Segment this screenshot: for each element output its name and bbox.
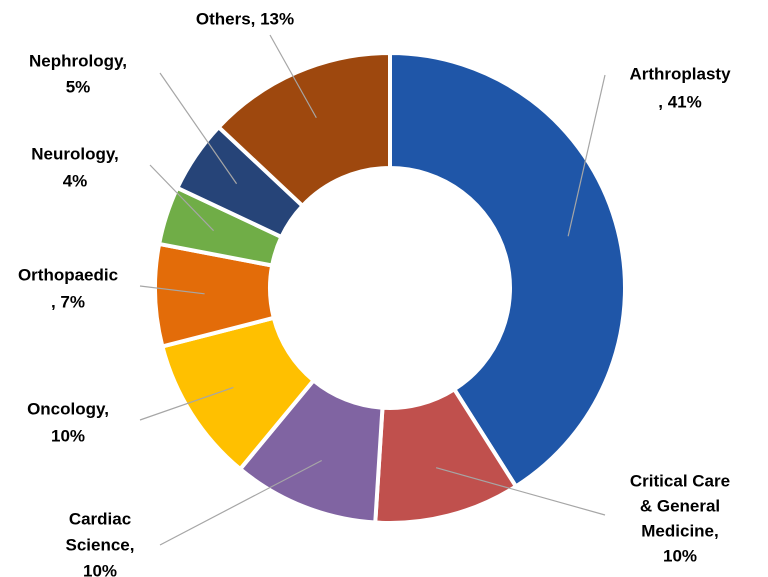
data-label: Arthroplasty — [629, 64, 731, 83]
data-label: Critical Care — [630, 471, 730, 490]
leader-line — [139, 285, 205, 295]
leader-line — [159, 459, 322, 546]
leader-line — [567, 74, 606, 237]
data-label: Orthopaedic — [18, 265, 118, 284]
data-label: 5% — [66, 77, 91, 96]
data-label: Science, — [66, 535, 135, 554]
donut-slice — [215, 50, 392, 209]
data-label: Others, 13% — [196, 9, 294, 28]
leader-line — [269, 34, 317, 119]
data-label: Nephrology, — [29, 51, 127, 70]
donut-slice — [388, 50, 627, 490]
data-label: 10% — [83, 561, 117, 577]
leader-line — [435, 467, 606, 516]
data-label: Oncology, — [27, 399, 109, 418]
data-label: 10% — [663, 546, 697, 565]
data-label: Cardiac — [69, 509, 131, 528]
data-label: & General — [640, 496, 720, 515]
data-label: Neurology, — [31, 144, 119, 163]
data-label: 10% — [51, 426, 85, 445]
data-label: Medicine, — [641, 521, 718, 540]
data-label: 4% — [63, 171, 88, 190]
data-label: , 7% — [51, 292, 85, 311]
data-label: , 41% — [658, 92, 701, 111]
leader-line — [159, 72, 238, 185]
leader-line — [149, 164, 215, 232]
leader-line — [139, 386, 234, 421]
